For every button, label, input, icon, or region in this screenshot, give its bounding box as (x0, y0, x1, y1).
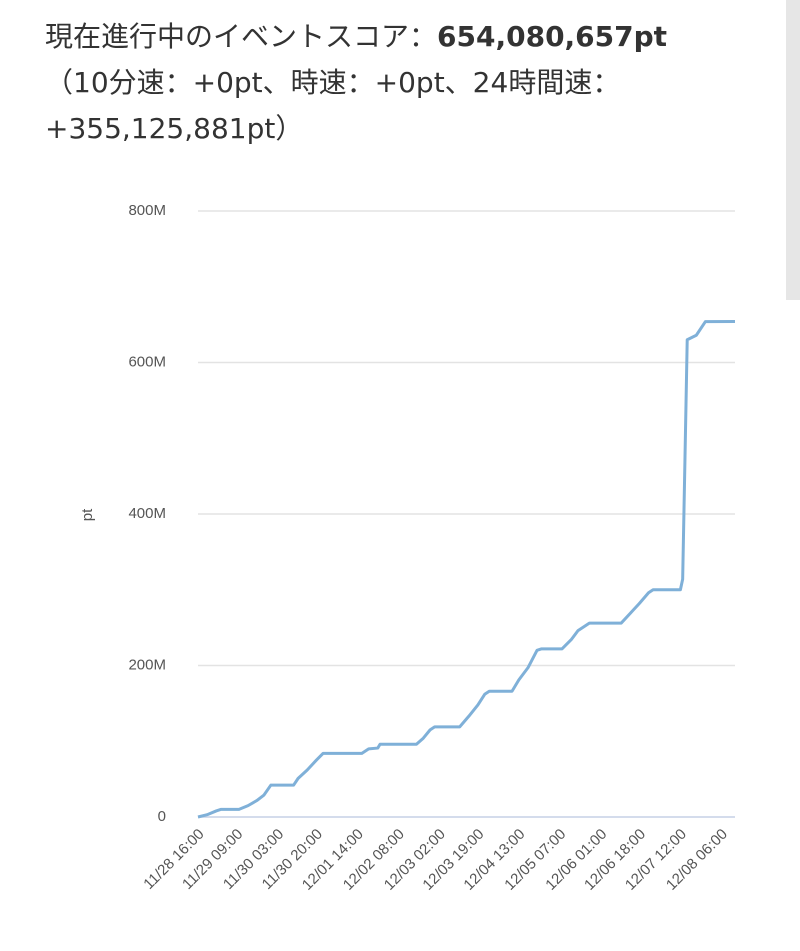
subtitle: （10分速：+0pt、時速：+0pt、24時間速：+355,125,881pt） (45, 66, 621, 145)
y-tick-label: 200M (128, 656, 166, 673)
y-tick-label: 800M (128, 202, 166, 219)
header: 現在進行中のイベントスコア：654,080,657pt （10分速：+0pt、時… (45, 14, 745, 152)
scrollbar (786, 0, 800, 300)
y-axis-label: pt (79, 508, 96, 521)
title: 現在進行中のイベントスコア： (45, 20, 438, 53)
y-tick-label: 600M (128, 353, 166, 370)
y-tick-label: 0 (158, 808, 166, 825)
line (197, 320, 736, 819)
score: 654,080,657pt (437, 20, 668, 53)
y-tick-label: 400M (128, 505, 166, 522)
